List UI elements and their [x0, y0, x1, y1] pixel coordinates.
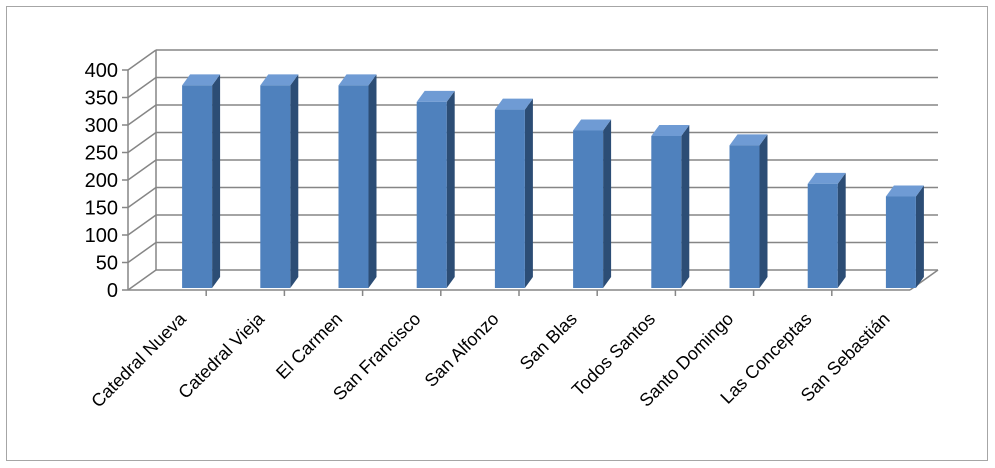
bar	[494, 109, 525, 288]
y-tick-label: 150	[85, 198, 118, 220]
bar-side	[603, 119, 612, 288]
bar-top	[729, 134, 768, 146]
y-tick-label: 0	[107, 280, 118, 302]
bar-side	[524, 98, 533, 288]
x-tick-label: San Blas	[516, 309, 581, 374]
gridline-side	[127, 186, 157, 209]
y-tick-label: 400	[85, 60, 118, 82]
x-tick-label: El Carmen	[272, 309, 346, 383]
gridline-side	[127, 76, 157, 99]
gridline-side	[127, 269, 157, 291]
x-tick-label: San Alfonzo	[421, 309, 503, 391]
bar-top	[573, 119, 612, 131]
y-tick-label: 350	[85, 88, 118, 110]
bar-side	[915, 185, 924, 288]
bar-side	[837, 172, 846, 288]
x-tick-label: Catedral Nueva	[87, 308, 190, 411]
bar-top	[885, 185, 924, 197]
bar-side	[368, 74, 377, 289]
y-tick-label: 200	[85, 170, 118, 192]
bar-top	[416, 90, 455, 102]
bar	[729, 145, 760, 288]
y-tick-label: 50	[96, 253, 118, 275]
bar	[182, 85, 213, 289]
y-tick-label: 300	[85, 115, 118, 137]
bar-side	[446, 90, 455, 289]
bar	[260, 85, 291, 289]
bar	[416, 101, 447, 289]
y-tick-label: 100	[85, 225, 118, 247]
bar-side	[759, 134, 768, 288]
bar-top	[807, 172, 846, 184]
gridline-side	[127, 131, 157, 154]
gridline-side	[127, 241, 157, 264]
bar-top	[651, 125, 690, 136]
bar-top	[338, 74, 377, 86]
bar-side	[681, 125, 690, 288]
bar-top	[260, 74, 299, 86]
gridline-side	[127, 159, 157, 181]
gridline-side	[127, 214, 157, 236]
bar-side	[290, 74, 299, 289]
bar	[651, 136, 682, 288]
bar	[807, 183, 838, 288]
gridline-side	[127, 104, 157, 126]
y-tick-label: 250	[85, 143, 118, 165]
bar-top	[494, 98, 533, 110]
bar-side	[212, 74, 221, 289]
bar-top	[182, 74, 221, 86]
bar	[885, 196, 916, 288]
bar	[338, 85, 369, 289]
bar	[573, 130, 604, 288]
gridline-side	[127, 49, 157, 71]
